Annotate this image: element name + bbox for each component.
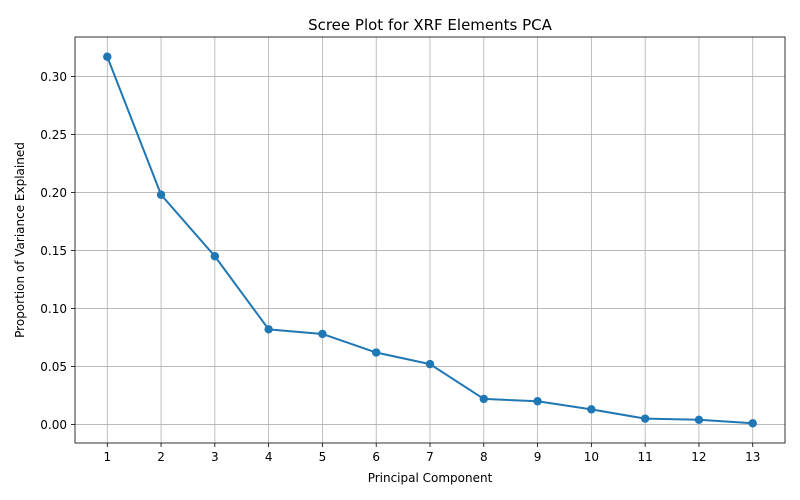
y-tick-label: 0.30: [40, 70, 67, 84]
y-tick-label: 0.00: [40, 418, 67, 432]
x-tick-label: 12: [691, 450, 706, 464]
x-tick-label: 6: [372, 450, 380, 464]
series-line-group: [103, 52, 757, 428]
data-point: [156, 190, 166, 199]
x-axis-label: Principal Component: [368, 471, 493, 485]
data-point: [694, 415, 704, 424]
data-point: [479, 394, 488, 404]
y-tick-label: 0.20: [40, 186, 67, 200]
data-point: [318, 329, 327, 339]
y-tick-label: 0.25: [40, 128, 67, 142]
grid: [75, 37, 785, 443]
data-point: [210, 252, 220, 261]
y-tick-label: 0.15: [40, 244, 67, 258]
data-point: [587, 405, 596, 414]
data-point: [372, 348, 381, 357]
data-point: [103, 52, 112, 61]
data-point: [640, 414, 650, 423]
x-tick-label: 10: [584, 450, 599, 464]
x-tick-label: 4: [265, 450, 273, 464]
x-tick-label: 11: [638, 450, 653, 464]
data-point: [264, 325, 273, 334]
x-tick-label: 1: [103, 450, 111, 464]
x-tick-label: 8: [480, 450, 488, 464]
x-tick-label: 5: [319, 450, 327, 464]
x-tick-label: 7: [426, 450, 434, 464]
x-tick-label: 3: [211, 450, 219, 464]
y-axis-label: Proportion of Variance Explained: [13, 142, 27, 338]
x-tick-label: 2: [157, 450, 165, 464]
y-tick-label: 0.10: [40, 302, 67, 316]
data-point: [425, 359, 435, 369]
chart-title: Scree Plot for XRF Elements PCA: [308, 16, 553, 34]
data-point: [533, 397, 542, 406]
y-tick-label: 0.05: [40, 360, 67, 374]
x-tick-label: 13: [745, 450, 760, 464]
y-axis-ticks: 0.00 0.05 0.10 0.15 0.20 0.25 0.30: [40, 70, 75, 432]
x-axis-ticks: 1 2 3 4 5 6 7 8 9 10 11 12 13: [103, 443, 760, 464]
x-tick-label: 9: [534, 450, 542, 464]
data-point: [748, 419, 757, 428]
